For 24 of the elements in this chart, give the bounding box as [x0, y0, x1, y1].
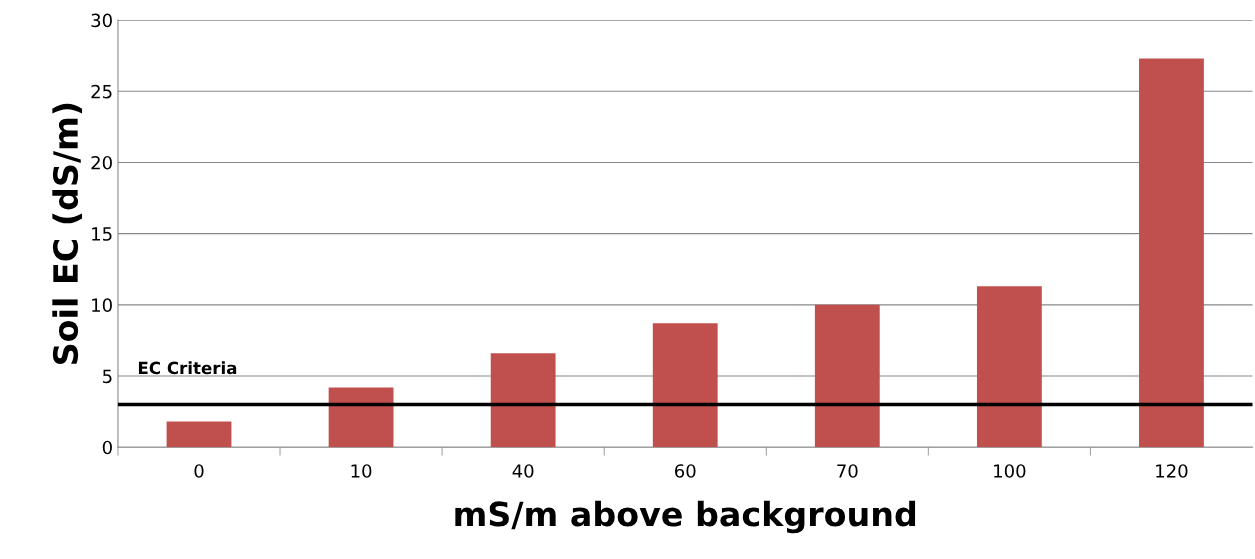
bar [1139, 58, 1204, 448]
bar [490, 353, 556, 448]
y-tick-label: 25 [91, 84, 112, 99]
x-tick-label: 40 [512, 464, 534, 478]
x-axis-title: mS/m above background [455, 500, 916, 534]
x-tick-label: 60 [675, 464, 696, 478]
y-tick-label: 20 [91, 155, 112, 170]
y-tick-label: 0 [102, 440, 112, 455]
bar [976, 286, 1042, 448]
y-tick-label: 15 [92, 227, 112, 241]
bar [652, 323, 718, 448]
x-tick-label: 120 [1156, 464, 1188, 478]
y-tick-label: 5 [103, 369, 112, 384]
y-tick-label: 30 [91, 13, 112, 28]
x-tick-label: 0 [194, 464, 204, 478]
bar [814, 304, 880, 448]
x-tick-label: 70 [837, 464, 858, 478]
x-tick-label: 10 [351, 464, 372, 478]
x-tick-label: 100 [994, 464, 1026, 478]
y-axis-title: Soil EC (dS/m) [52, 103, 83, 364]
bar [166, 421, 232, 448]
bar [328, 387, 394, 448]
y-tick-label: 10 [92, 298, 112, 312]
ref-line-label: EC Criteria [138, 361, 237, 375]
